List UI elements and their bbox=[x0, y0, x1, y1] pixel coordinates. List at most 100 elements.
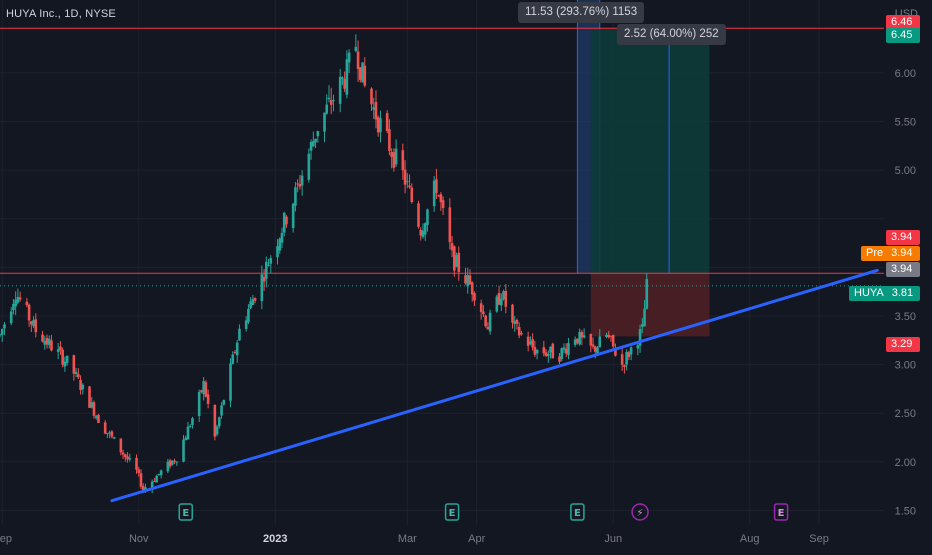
event-box bbox=[178, 503, 194, 521]
candle-body bbox=[486, 326, 490, 330]
x-tick-label: Sep bbox=[809, 533, 829, 545]
candle-body bbox=[168, 460, 172, 467]
candle-body bbox=[200, 390, 203, 392]
candle-body bbox=[184, 437, 188, 441]
y-tick-label: 3.00 bbox=[895, 360, 916, 372]
candle-body bbox=[567, 343, 570, 356]
candle-body bbox=[97, 414, 100, 423]
candle-body bbox=[182, 439, 185, 462]
candle-body bbox=[298, 184, 302, 187]
event-markers[interactable]: E E E ⚡ E bbox=[178, 503, 789, 521]
candle-body bbox=[558, 356, 561, 362]
candle-body bbox=[186, 426, 190, 440]
price-tag-premarket: Pre 3.94 bbox=[861, 246, 920, 261]
candle-body bbox=[576, 338, 579, 343]
candle-body bbox=[488, 312, 492, 332]
candle-body bbox=[598, 336, 602, 348]
candle-body bbox=[347, 52, 351, 63]
candle-body bbox=[314, 138, 317, 143]
candle-body bbox=[544, 352, 548, 356]
candle-body bbox=[9, 311, 13, 324]
x-tick-label: Mar bbox=[398, 533, 417, 545]
event-ring bbox=[631, 503, 649, 521]
candle-body bbox=[361, 62, 364, 83]
candle-body bbox=[376, 117, 380, 133]
candle-body bbox=[72, 355, 76, 374]
candle-body bbox=[25, 301, 29, 306]
candle-body bbox=[251, 298, 255, 306]
y-tick-label: 1.50 bbox=[895, 505, 916, 517]
candle-body bbox=[517, 326, 521, 336]
symbol-title[interactable]: HUYA Inc., 1D, NYSE bbox=[6, 8, 116, 20]
candle-body bbox=[578, 331, 581, 345]
candle-body bbox=[466, 275, 470, 287]
candle-body bbox=[500, 298, 503, 306]
candle-body bbox=[276, 246, 279, 258]
candle-body bbox=[260, 274, 264, 302]
candle-body bbox=[229, 363, 232, 401]
candle-body bbox=[65, 355, 69, 364]
candle-body bbox=[473, 293, 476, 301]
candle-body bbox=[623, 365, 626, 367]
candle-body bbox=[345, 59, 349, 95]
y-tick-label: 5.00 bbox=[895, 165, 916, 177]
price-tag-stop: 3.29 bbox=[886, 337, 920, 352]
event-letter: E bbox=[574, 508, 581, 519]
horizontal-lines[interactable] bbox=[0, 27, 884, 287]
candle-body bbox=[309, 141, 313, 151]
x-tick-label: Sep bbox=[0, 533, 12, 545]
candle-body bbox=[108, 432, 111, 434]
candle-body bbox=[515, 319, 519, 324]
candle-body bbox=[141, 486, 145, 490]
candle-body bbox=[139, 473, 143, 487]
candle-body bbox=[307, 153, 311, 180]
earnings-icon[interactable]: E bbox=[444, 503, 460, 521]
candle-body bbox=[605, 334, 608, 338]
candle-body bbox=[629, 347, 633, 355]
candle-body bbox=[300, 175, 304, 186]
candle-body bbox=[426, 209, 429, 225]
event-box bbox=[570, 503, 585, 521]
candle-body bbox=[372, 107, 376, 110]
event-box bbox=[773, 503, 789, 521]
earnings-icon[interactable]: E bbox=[773, 503, 789, 521]
earnings-icon[interactable]: E bbox=[570, 503, 585, 521]
candle-body bbox=[495, 296, 499, 312]
candle-body bbox=[470, 282, 474, 295]
dividend-flash-icon[interactable]: ⚡ bbox=[631, 503, 649, 521]
candle-body bbox=[564, 348, 568, 354]
candle-body bbox=[520, 333, 523, 335]
axes: 1.50 2.00 2.50 3.00 3.50 5.00 5.50 6.00 Sep Nov 20… bbox=[0, 68, 916, 545]
event-letter: E bbox=[449, 508, 456, 519]
candle-body bbox=[464, 275, 467, 284]
trendline[interactable] bbox=[110, 268, 879, 503]
candle-body bbox=[589, 333, 593, 346]
candle-body bbox=[12, 303, 15, 311]
candle-body bbox=[233, 351, 237, 353]
candle-body bbox=[551, 343, 555, 359]
candle-body bbox=[573, 339, 577, 345]
candle-body bbox=[441, 200, 445, 208]
candle-body bbox=[282, 212, 286, 233]
candle-body bbox=[542, 347, 546, 354]
candle-body bbox=[231, 354, 235, 364]
candle-body bbox=[455, 255, 458, 267]
candle-body bbox=[482, 311, 485, 315]
earnings-icon[interactable]: E bbox=[178, 503, 194, 521]
candle-body bbox=[215, 426, 219, 435]
candle-body bbox=[159, 470, 163, 476]
candle-body bbox=[450, 243, 454, 251]
candle-body bbox=[497, 292, 501, 305]
price-tag-entry: 3.94 bbox=[886, 262, 920, 277]
candle-body bbox=[627, 352, 631, 357]
candle-body bbox=[312, 141, 315, 147]
candle-body bbox=[61, 349, 64, 365]
candle-body bbox=[137, 469, 141, 474]
candle-body bbox=[609, 336, 613, 338]
drawing-zones bbox=[576, 0, 710, 337]
candle-body bbox=[332, 99, 335, 101]
candle-body bbox=[448, 207, 452, 243]
candle-body bbox=[403, 169, 407, 185]
